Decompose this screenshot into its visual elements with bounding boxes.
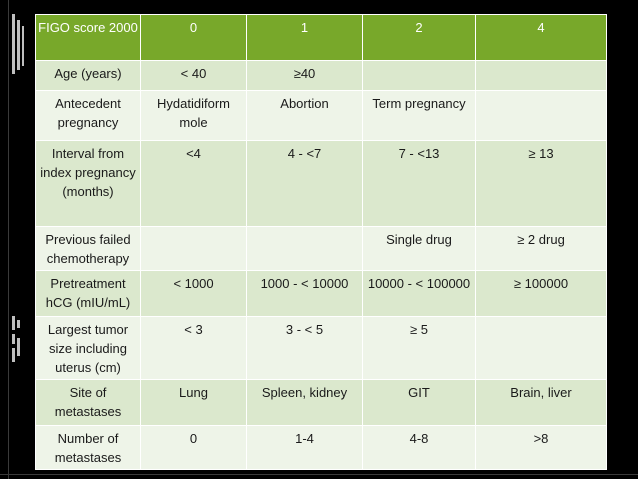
table-cell: >8 [475, 425, 607, 470]
table-cell [475, 90, 607, 141]
header-cell: 0 [140, 14, 247, 61]
table-cell [140, 226, 247, 271]
table-cell [475, 316, 607, 380]
table-cell: Hydatidiform mole [140, 90, 247, 141]
row-label: Antecedent pregnancy [35, 90, 141, 141]
row-label: Age (years) [35, 60, 141, 91]
table-cell: 7 - <13 [362, 140, 476, 227]
table-cell: ≥ 13 [475, 140, 607, 227]
table-cell: ≥ 2 drug [475, 226, 607, 271]
table-cell [362, 60, 476, 91]
table-header-row: FIGO score 2000 0 1 2 4 [35, 14, 607, 61]
row-label: Pretreatment hCG (mIU/mL) [35, 270, 141, 317]
table-row: Pretreatment hCG (mIU/mL) < 1000 1000 - … [35, 270, 607, 317]
table-cell: 10000 - < 100000 [362, 270, 476, 317]
table-cell: Brain, liver [475, 379, 607, 426]
slide-bottom-rule [0, 474, 638, 475]
header-cell: 1 [246, 14, 363, 61]
table-cell [475, 60, 607, 91]
table-cell: ≥40 [246, 60, 363, 91]
table-row: Previous failed chemotherapy Single drug… [35, 226, 607, 271]
table-cell: 4-8 [362, 425, 476, 470]
table-cell: 1-4 [246, 425, 363, 470]
table-cell: 0 [140, 425, 247, 470]
table-cell [246, 226, 363, 271]
slide-side-rule [8, 0, 9, 479]
table-row: Age (years) < 40 ≥40 [35, 60, 607, 91]
figo-score-table: FIGO score 2000 0 1 2 4 Age (years) < 40… [35, 14, 607, 470]
table-cell: 3 - < 5 [246, 316, 363, 380]
table-cell: ≥ 100000 [475, 270, 607, 317]
table-cell: 4 - <7 [246, 140, 363, 227]
slide-corner-decoration-bottom [12, 316, 24, 366]
row-label: Interval from index pregnancy (months) [35, 140, 141, 227]
table-cell: Abortion [246, 90, 363, 141]
header-cell: FIGO score 2000 [35, 14, 141, 61]
row-label: Previous failed chemotherapy [35, 226, 141, 271]
table-cell: ≥ 5 [362, 316, 476, 380]
row-label: Largest tumor size including uterus (cm) [35, 316, 141, 380]
table-row: Interval from index pregnancy (months) <… [35, 140, 607, 227]
table-cell: < 1000 [140, 270, 247, 317]
table-cell: Lung [140, 379, 247, 426]
header-cell: 2 [362, 14, 476, 61]
row-label: Site of metastases [35, 379, 141, 426]
table-row: Largest tumor size including uterus (cm)… [35, 316, 607, 380]
table-row: Antecedent pregnancy Hydatidiform mole A… [35, 90, 607, 141]
row-label: Number of metastases [35, 425, 141, 470]
table-cell: Spleen, kidney [246, 379, 363, 426]
table-cell: < 3 [140, 316, 247, 380]
table-cell: Single drug [362, 226, 476, 271]
table-row: Number of metastases 0 1-4 4-8 >8 [35, 425, 607, 470]
slide-corner-decoration-top [12, 14, 24, 74]
table-cell: GIT [362, 379, 476, 426]
table-cell: 1000 - < 10000 [246, 270, 363, 317]
table-row: Site of metastases Lung Spleen, kidney G… [35, 379, 607, 426]
table-cell: < 40 [140, 60, 247, 91]
header-cell: 4 [475, 14, 607, 61]
table-cell: Term pregnancy [362, 90, 476, 141]
table-cell: <4 [140, 140, 247, 227]
